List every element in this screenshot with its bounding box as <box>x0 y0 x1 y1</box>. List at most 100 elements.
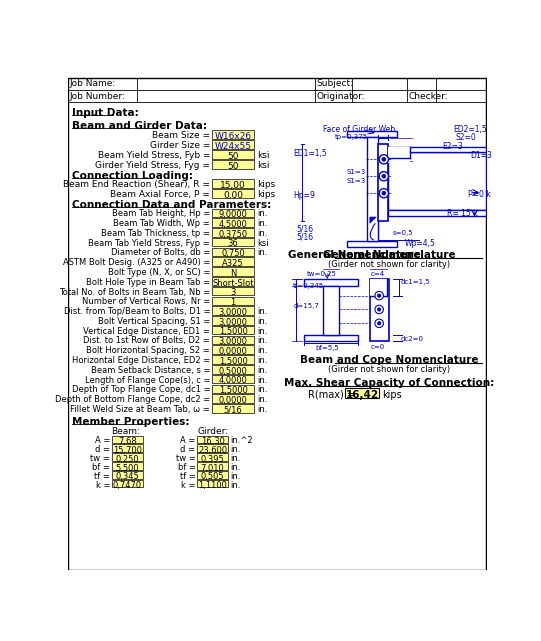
Text: Depth of Bottom Flange Cope, dc2 =: Depth of Bottom Flange Cope, dc2 = <box>55 395 210 404</box>
Text: c=0: c=0 <box>371 344 385 350</box>
Text: bf=5,5: bf=5,5 <box>315 345 339 351</box>
Text: 23,600: 23,600 <box>198 446 227 455</box>
Text: in.: in. <box>230 454 241 463</box>
Text: Girder Size =: Girder Size = <box>150 141 210 150</box>
Bar <box>197 471 228 479</box>
Bar <box>324 286 339 335</box>
Text: 36: 36 <box>228 240 239 249</box>
Text: tp=0,375: tp=0,375 <box>335 134 368 140</box>
Text: A325: A325 <box>222 259 244 268</box>
Text: kips: kips <box>258 190 276 199</box>
Bar <box>112 453 143 461</box>
Text: D1=3: D1=3 <box>470 151 492 160</box>
Bar <box>388 210 486 215</box>
Polygon shape <box>370 217 376 223</box>
Text: Dist. to 1st Row of Bolts, D2 =: Dist. to 1st Row of Bolts, D2 = <box>83 337 210 345</box>
Text: c=4: c=4 <box>371 271 385 277</box>
Text: 0,0000: 0,0000 <box>219 396 248 405</box>
Bar <box>112 444 143 452</box>
Bar <box>212 355 254 363</box>
Text: Fillet Weld Size at Beam Tab, ω =: Fillet Weld Size at Beam Tab, ω = <box>70 405 210 414</box>
Text: 15,700: 15,700 <box>113 446 142 455</box>
Text: d =: d = <box>181 445 195 454</box>
Text: in.: in. <box>258 307 268 316</box>
Circle shape <box>378 322 381 325</box>
Text: E2=3: E2=3 <box>442 142 463 151</box>
Text: 16,42: 16,42 <box>346 390 379 401</box>
Bar <box>212 385 254 393</box>
Text: 0,00: 0,00 <box>223 191 243 200</box>
Bar <box>212 179 254 188</box>
Text: W24x55: W24x55 <box>215 142 252 151</box>
Text: Beam:: Beam: <box>111 427 140 436</box>
Circle shape <box>379 172 388 181</box>
Text: 1,1100: 1,1100 <box>198 481 227 490</box>
Text: 5/16: 5/16 <box>296 233 313 242</box>
Text: bf =: bf = <box>177 463 195 472</box>
Text: S1=3: S1=3 <box>347 178 366 184</box>
Text: ksi: ksi <box>258 161 270 170</box>
Bar <box>347 131 397 137</box>
Text: Member Properties:: Member Properties: <box>71 417 189 427</box>
Circle shape <box>375 305 384 313</box>
Bar <box>112 479 143 488</box>
Text: 16,30: 16,30 <box>201 437 225 446</box>
Text: Job Number:: Job Number: <box>70 92 126 101</box>
Text: 0,505: 0,505 <box>201 472 225 481</box>
Text: R(max) =: R(max) = <box>308 390 355 399</box>
Text: in.: in. <box>258 385 268 394</box>
Text: Hp=9: Hp=9 <box>293 191 315 200</box>
Bar <box>212 208 254 217</box>
Bar <box>112 435 143 443</box>
Bar <box>212 316 254 324</box>
Text: Number of Vertical Rows, Nr =: Number of Vertical Rows, Nr = <box>82 297 210 306</box>
Text: Beam Axial Force, P =: Beam Axial Force, P = <box>110 190 210 199</box>
Text: in.: in. <box>230 472 241 481</box>
Circle shape <box>379 154 388 164</box>
Text: 3,0000: 3,0000 <box>219 337 248 346</box>
Text: tw =: tw = <box>176 454 195 463</box>
Text: 0,250: 0,250 <box>115 454 139 463</box>
Text: in.: in. <box>258 346 268 355</box>
Bar <box>347 241 397 247</box>
Bar <box>212 228 254 237</box>
Text: Subject:: Subject: <box>316 79 353 88</box>
Bar <box>197 444 228 452</box>
Bar <box>388 153 486 210</box>
Bar <box>345 388 379 398</box>
Text: 5/16: 5/16 <box>224 406 242 415</box>
Text: 0,750: 0,750 <box>221 249 245 258</box>
Bar <box>212 306 254 315</box>
Bar <box>212 287 254 296</box>
Text: dc1=1,5: dc1=1,5 <box>401 279 431 285</box>
Bar <box>212 130 254 138</box>
Text: 1: 1 <box>230 298 236 307</box>
Text: Dist. from Top/Beam to Bolts, D1 =: Dist. from Top/Beam to Bolts, D1 = <box>64 307 210 316</box>
Text: 0,0000: 0,0000 <box>219 347 248 356</box>
Text: Bolt Vertical Spacing, S1 =: Bolt Vertical Spacing, S1 = <box>98 317 210 326</box>
Bar <box>212 219 254 227</box>
Text: in.^2: in.^2 <box>230 437 253 445</box>
Text: d=15,7: d=15,7 <box>293 303 319 308</box>
Bar <box>212 258 254 266</box>
Text: Input Data:: Input Data: <box>71 108 138 118</box>
Bar <box>212 345 254 354</box>
Text: kips: kips <box>258 180 276 189</box>
Text: Beam Tab Width, Wp =: Beam Tab Width, Wp = <box>114 219 210 228</box>
Text: 4,0000: 4,0000 <box>219 376 248 385</box>
Text: Connection Loading:: Connection Loading: <box>71 171 193 181</box>
Text: 0,7470: 0,7470 <box>113 481 142 490</box>
Text: in.: in. <box>258 356 268 365</box>
Text: A =: A = <box>180 437 195 445</box>
Circle shape <box>382 158 386 162</box>
Text: Diameter of Bolts, db =: Diameter of Bolts, db = <box>111 249 210 258</box>
Bar <box>197 462 228 470</box>
Text: tw=0,25: tw=0,25 <box>307 271 337 277</box>
Text: 7,010: 7,010 <box>201 463 225 472</box>
Text: 0,395: 0,395 <box>201 454 225 463</box>
Text: Connection Data and Parameters:: Connection Data and Parameters: <box>71 200 270 210</box>
Bar <box>197 479 228 488</box>
Bar <box>388 147 410 163</box>
Bar <box>212 375 254 383</box>
Text: Bolt Hole Type in Beam Tab =: Bolt Hole Type in Beam Tab = <box>86 278 210 287</box>
